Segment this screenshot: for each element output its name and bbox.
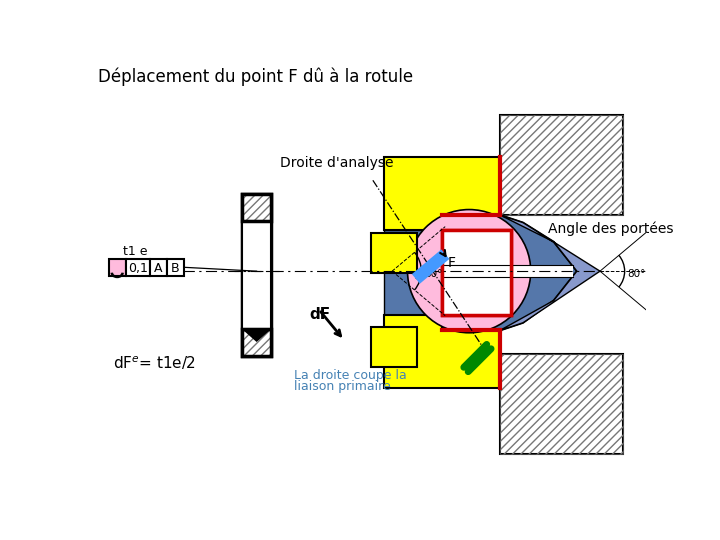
Bar	[371, 327, 417, 367]
Text: Droite d'analyse: Droite d'analyse	[281, 156, 394, 170]
Bar	[242, 194, 271, 356]
Polygon shape	[500, 215, 600, 330]
Bar	[500, 354, 623, 454]
Text: t1 e: t1 e	[122, 245, 147, 258]
Bar	[109, 259, 126, 276]
Bar	[242, 221, 271, 329]
Bar	[150, 259, 167, 276]
Text: 80°: 80°	[425, 269, 443, 279]
Bar	[126, 259, 150, 276]
Text: dF$^e$= t1e/2: dF$^e$= t1e/2	[113, 354, 197, 372]
Bar	[500, 354, 623, 454]
Text: Angle des portées: Angle des portées	[548, 221, 673, 235]
Text: B: B	[171, 262, 180, 275]
Bar	[500, 115, 623, 215]
Text: 0,1: 0,1	[128, 262, 148, 275]
Bar	[242, 194, 271, 221]
Bar	[242, 329, 271, 356]
Text: La droite coupe la: La droite coupe la	[294, 369, 407, 382]
Bar	[242, 329, 271, 356]
Bar	[442, 231, 511, 315]
Bar	[442, 265, 573, 278]
Polygon shape	[384, 315, 500, 388]
Bar	[242, 194, 271, 221]
Polygon shape	[243, 330, 270, 342]
Circle shape	[408, 210, 531, 333]
Bar	[167, 259, 184, 276]
Text: liaison primaire: liaison primaire	[294, 380, 391, 393]
Polygon shape	[384, 157, 500, 231]
Bar	[444, 232, 510, 314]
Text: Déplacement du point F dû à la rotule: Déplacement du point F dû à la rotule	[98, 68, 413, 86]
Bar	[500, 115, 623, 215]
Text: F: F	[448, 256, 456, 271]
Text: A: A	[154, 262, 163, 275]
Text: dF: dF	[309, 307, 330, 322]
Bar	[371, 233, 417, 273]
Text: 80°: 80°	[628, 269, 646, 279]
Polygon shape	[442, 215, 577, 330]
Polygon shape	[384, 231, 442, 315]
Bar	[442, 231, 511, 315]
